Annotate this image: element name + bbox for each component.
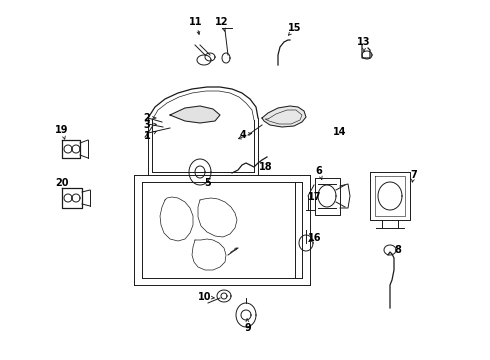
Text: 4: 4 (240, 130, 246, 140)
Polygon shape (170, 106, 220, 123)
Text: 11: 11 (189, 17, 203, 27)
Text: 8: 8 (394, 245, 401, 255)
Text: 20: 20 (55, 178, 69, 188)
Text: 12: 12 (215, 17, 229, 27)
Text: 15: 15 (288, 23, 302, 33)
Text: 18: 18 (259, 162, 273, 172)
Text: 3: 3 (144, 120, 150, 130)
Text: 13: 13 (357, 37, 371, 47)
Text: 9: 9 (245, 323, 251, 333)
Text: 14: 14 (333, 127, 347, 137)
Polygon shape (262, 106, 306, 127)
Text: 1: 1 (144, 131, 150, 141)
Text: 17: 17 (308, 192, 322, 202)
Text: 7: 7 (411, 170, 417, 180)
Text: 6: 6 (316, 166, 322, 176)
Text: 5: 5 (205, 178, 211, 188)
Text: 19: 19 (55, 125, 69, 135)
Text: 2: 2 (144, 113, 150, 123)
Text: 10: 10 (198, 292, 212, 302)
Text: 16: 16 (308, 233, 322, 243)
